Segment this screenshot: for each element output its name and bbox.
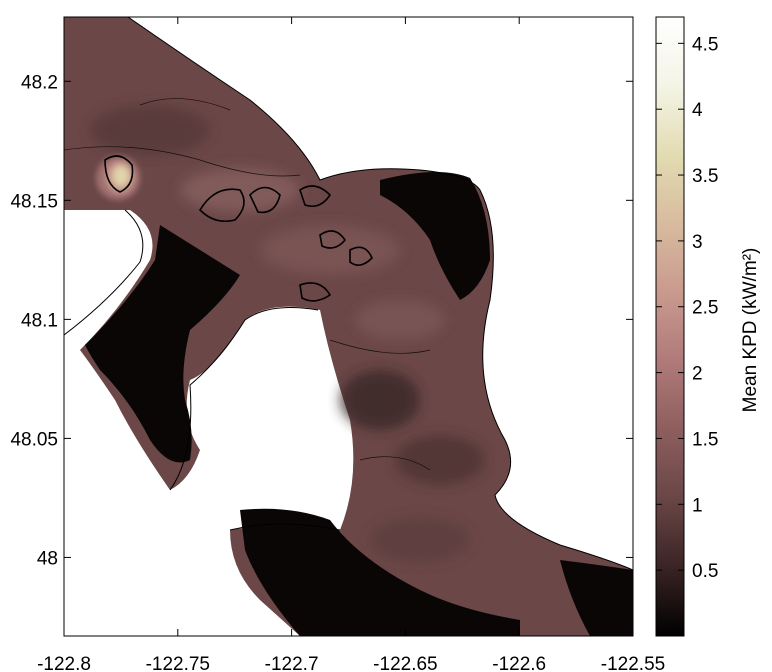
y-axis: 48 48.05 48.1 48.15 48.2 [10,72,633,569]
y-tick-label: 48.1 [21,310,58,331]
kpd-contours [104,155,373,302]
colorbar-tick-label: 1 [692,495,703,516]
colorbar-tick-label: 0.5 [692,561,718,582]
water-channel [64,17,633,636]
axes-frame [63,16,634,637]
colorbar-tick-label: 2.5 [692,298,718,319]
colorbar-tick-label: 4 [692,100,703,121]
x-tick-label: -122.55 [601,654,665,672]
kpd-contours-thin [64,98,431,471]
colorbar [655,16,685,637]
colorbar-tick-label: 3.5 [692,166,718,187]
low-energy-zone-east [380,171,490,300]
colorbar-tick-label: 2 [692,364,703,385]
y-tick-label: 48.05 [10,429,58,450]
y-tick-label: 48.2 [21,72,58,93]
colorbar-axis: 0.5 1 1.5 2 2.5 3 3.5 4 4.5 [656,34,718,582]
x-tick-label: -122.8 [37,654,91,672]
shoreline-contours [64,17,633,571]
map-area [64,17,633,636]
colorbar-tick-label: 3 [692,232,703,253]
colorbar-tick-label: 4.5 [692,34,718,55]
colorbar-tick-label: 1.5 [692,429,718,450]
energy-mottling [90,105,485,562]
x-axis: -122.8 -122.75 -122.7 -122.65 -122.6 -122.55 [37,17,665,672]
low-energy-zone-south [240,508,520,636]
colorbar-label: Mean KPD (kW/m²) [740,248,761,413]
x-tick-label: -122.7 [265,654,319,672]
x-tick-label: -122.65 [373,654,437,672]
y-tick-label: 48 [37,548,58,569]
low-energy-zone-southeast [560,560,633,636]
x-tick-label: -122.75 [146,654,210,672]
low-energy-zone-west [85,225,240,463]
x-tick-label: -122.6 [492,654,546,672]
kpd-peak [96,156,140,200]
y-tick-label: 48.15 [10,191,58,212]
